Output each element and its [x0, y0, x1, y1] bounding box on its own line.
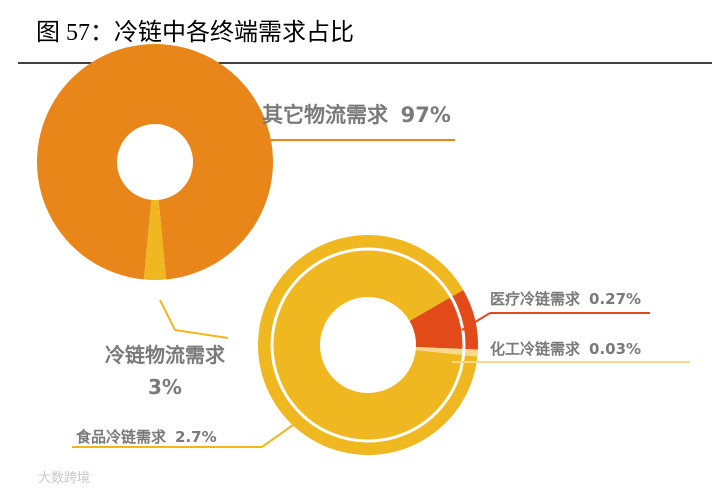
slice-label: 冷链物流需求 3% — [105, 343, 226, 399]
watermark: 大数跨境 — [38, 471, 90, 486]
value-label: 0.03% — [589, 340, 641, 358]
value-label: 2.7% — [175, 428, 217, 446]
slice-label: 其它物流需求 97% — [262, 103, 451, 127]
chart-title: 图 57：冷链中各终端需求占比 — [36, 19, 354, 46]
value-label: 97% — [401, 103, 451, 127]
category-name: 化工冷链需求 — [490, 340, 581, 358]
category-name: 其它物流需求 — [262, 103, 388, 127]
donut-slice — [409, 290, 478, 350]
leader-line — [461, 312, 491, 331]
ring-divider — [270, 247, 466, 443]
leader-line — [261, 419, 301, 448]
donut-slice — [143, 199, 167, 280]
value-label: 3% — [148, 375, 182, 399]
leader-line — [159, 299, 176, 331]
slice-label: 化工冷链需求 0.03% — [490, 340, 641, 358]
slice-label: 食品冷链需求 2.7% — [76, 428, 217, 446]
donut-slice — [258, 235, 478, 455]
donut-slice — [37, 44, 273, 280]
category-name: 冷链物流需求 — [105, 343, 226, 367]
value-label: 0.27% — [589, 290, 641, 308]
slice-label: 医疗冷链需求 0.27% — [490, 290, 641, 308]
leader-line — [174, 329, 229, 339]
category-name: 医疗冷链需求 — [490, 290, 581, 308]
category-name: 食品冷链需求 — [76, 428, 167, 446]
